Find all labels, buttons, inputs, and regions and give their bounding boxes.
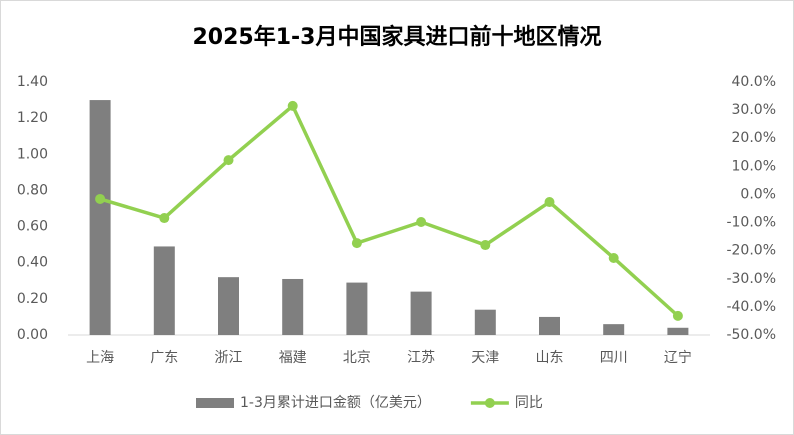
marker — [95, 193, 106, 204]
line — [99, 104, 680, 318]
marker — [223, 155, 234, 166]
y2-tick-label: 40.0% — [732, 74, 776, 90]
bar — [603, 324, 625, 335]
x-tick-label: 广东 — [150, 350, 178, 366]
x-tick-label: 上海 — [86, 350, 114, 366]
x-tick-label: 山东 — [536, 350, 564, 366]
y-tick-label: 1.40 — [17, 74, 48, 90]
y2-tick-label: 30.0% — [732, 102, 776, 118]
marker — [287, 100, 298, 111]
x-tick-label: 福建 — [279, 350, 307, 366]
y-tick-label: 0.60 — [17, 219, 48, 235]
y-tick-label: 1.20 — [17, 110, 48, 126]
y2-tick-label: 10.0% — [732, 158, 776, 174]
marker — [480, 240, 491, 251]
bar — [346, 282, 368, 335]
bar — [89, 100, 111, 335]
y-tick-label: 0.20 — [17, 291, 48, 307]
x-tick-label: 辽宁 — [664, 349, 692, 366]
marker — [351, 238, 362, 249]
x-tick-label: 天津 — [471, 350, 499, 366]
legend-swatch — [196, 398, 234, 408]
y2-tick-label: -10.0% — [726, 215, 776, 231]
y2-tick-label: -20.0% — [726, 243, 776, 259]
bar — [282, 278, 304, 335]
x-tick-label: 浙江 — [215, 350, 243, 366]
marker — [544, 197, 555, 208]
y-tick-label: 1.00 — [17, 146, 48, 162]
y-tick-label: 0.40 — [17, 255, 48, 271]
x-tick-label: 江苏 — [407, 350, 435, 366]
bar — [410, 291, 432, 335]
marker — [608, 252, 619, 263]
y2-tick-label: -50.0% — [726, 327, 776, 343]
bar — [218, 277, 239, 335]
x-tick-label: 四川 — [600, 350, 628, 366]
marker — [159, 213, 170, 224]
marker — [416, 216, 427, 227]
legend-label: 同比 — [515, 395, 543, 411]
bar — [474, 309, 496, 335]
y2-tick-label: 0.0% — [740, 186, 776, 202]
bar — [153, 246, 175, 335]
bar — [667, 327, 689, 335]
x-tick-label: 北京 — [343, 350, 371, 366]
legend-swatch — [484, 398, 495, 408]
y2-tick-label: -40.0% — [726, 299, 776, 315]
y-tick-label: 0.00 — [17, 327, 48, 343]
marker — [672, 310, 683, 321]
y2-tick-label: 20.0% — [732, 130, 776, 146]
y2-tick-label: -30.0% — [726, 271, 776, 287]
legend-label: 1-3月累计进口金额（亿美元） — [240, 395, 431, 411]
chart-title: 2025年1-3月中国家具进口前十地区情况 — [193, 24, 602, 50]
bar — [539, 316, 560, 335]
y-tick-label: 0.80 — [17, 182, 48, 198]
